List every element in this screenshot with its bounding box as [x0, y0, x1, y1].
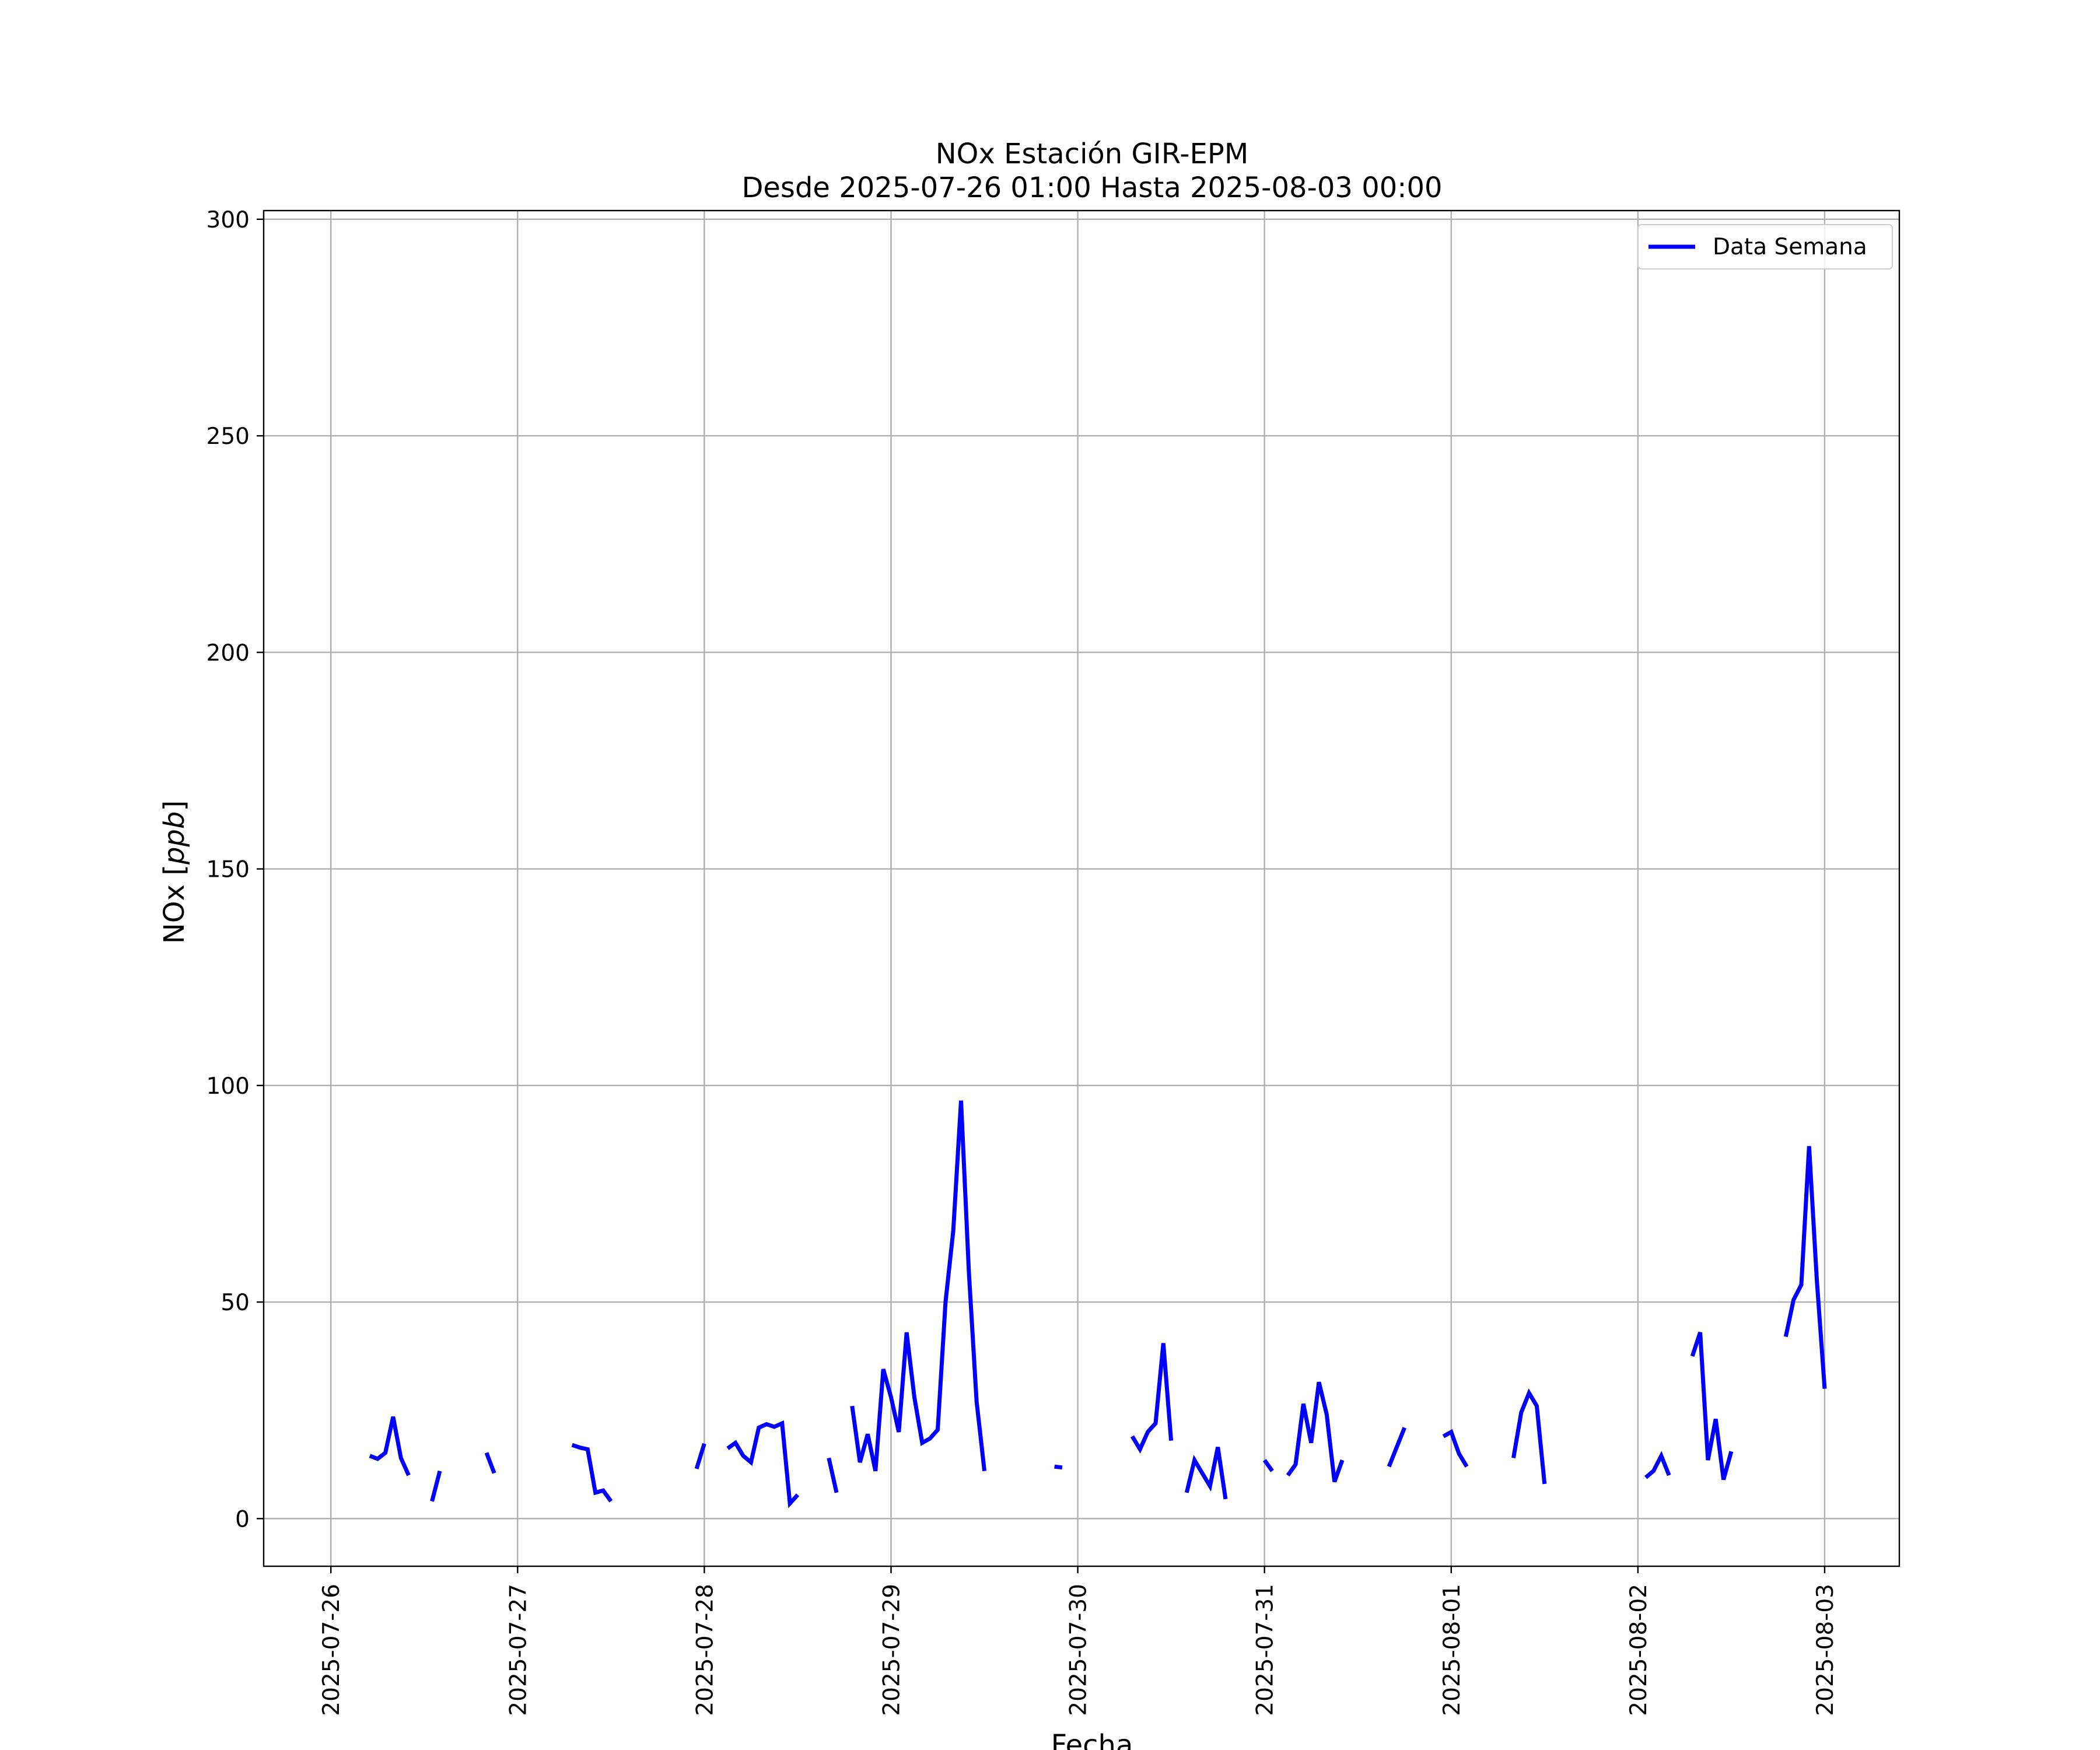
y-axis-label: NOx [ppb] — [158, 800, 191, 944]
y-tick-label: 0 — [235, 1506, 250, 1532]
y-tick-label: 50 — [220, 1290, 250, 1316]
series-line-segment — [1644, 1451, 1671, 1479]
x-tick-label: 2025-07-26 — [318, 1584, 345, 1716]
y-axis-label-suffix: ] — [158, 800, 191, 811]
series-line-segment — [1783, 1146, 1827, 1389]
x-tick-label: 2025-08-02 — [1626, 1584, 1652, 1716]
x-tick-label: 2025-08-01 — [1439, 1584, 1465, 1716]
series-line-segment — [430, 1470, 442, 1502]
y-tick-label: 200 — [206, 640, 250, 666]
legend-box — [1637, 224, 1893, 270]
series-line-segment — [1286, 1381, 1345, 1483]
x-tick-label: 2025-08-03 — [1812, 1584, 1839, 1716]
legend-label: Data Semana — [1713, 234, 1867, 260]
grid-lines — [264, 211, 1899, 1566]
legend: Data Semana — [1637, 224, 1893, 270]
y-tick-label: 150 — [206, 857, 250, 883]
y-ticks: 0 50 100 150 200 250 300 — [206, 207, 264, 1532]
x-axis-label: Fecha — [1051, 1729, 1133, 1750]
axes — [262, 209, 1901, 1567]
series-line-segment — [726, 1420, 800, 1508]
series-line-segment — [1262, 1459, 1274, 1472]
chart-subtitle: Desde 2025-07-26 01:00 Hasta 2025-08-03 … — [741, 172, 1442, 204]
series-line-segment — [850, 1100, 987, 1472]
x-tick-label: 2025-07-30 — [1066, 1584, 1092, 1716]
y-axis-label-prefix: NOx [ — [158, 864, 191, 944]
series-line-segment — [1054, 1464, 1063, 1470]
x-ticks: 2025-07-26 2025-07-27 2025-07-28 2025-07-29… — [318, 1566, 1839, 1716]
series-data-semana — [369, 1100, 1827, 1508]
x-tick-label: 2025-07-29 — [879, 1584, 905, 1716]
series-line-segment — [484, 1452, 496, 1474]
series-line-segment — [571, 1443, 613, 1503]
x-tick-label: 2025-07-28 — [692, 1584, 718, 1716]
series-line-segment — [694, 1443, 706, 1469]
y-axis-label-unit: ppb — [158, 811, 191, 865]
series-line-segment — [1442, 1429, 1469, 1468]
x-tick-label: 2025-07-31 — [1252, 1584, 1279, 1716]
y-tick-label: 300 — [206, 207, 250, 233]
series-line-segment — [1511, 1388, 1547, 1485]
chart-title: NOx Estación GIR-EPM — [936, 138, 1248, 170]
series-line-segment — [1690, 1332, 1734, 1480]
series-line-segment — [1184, 1447, 1228, 1500]
series-line-segment — [827, 1457, 839, 1493]
x-tick-label: 2025-07-27 — [505, 1584, 531, 1716]
y-tick-label: 250 — [206, 424, 250, 450]
series-line-segment — [369, 1416, 411, 1476]
plot-frame — [262, 209, 1901, 1567]
y-tick-label: 100 — [206, 1073, 250, 1100]
series-line-segment — [1130, 1343, 1174, 1454]
series-line-segment — [1387, 1427, 1407, 1468]
